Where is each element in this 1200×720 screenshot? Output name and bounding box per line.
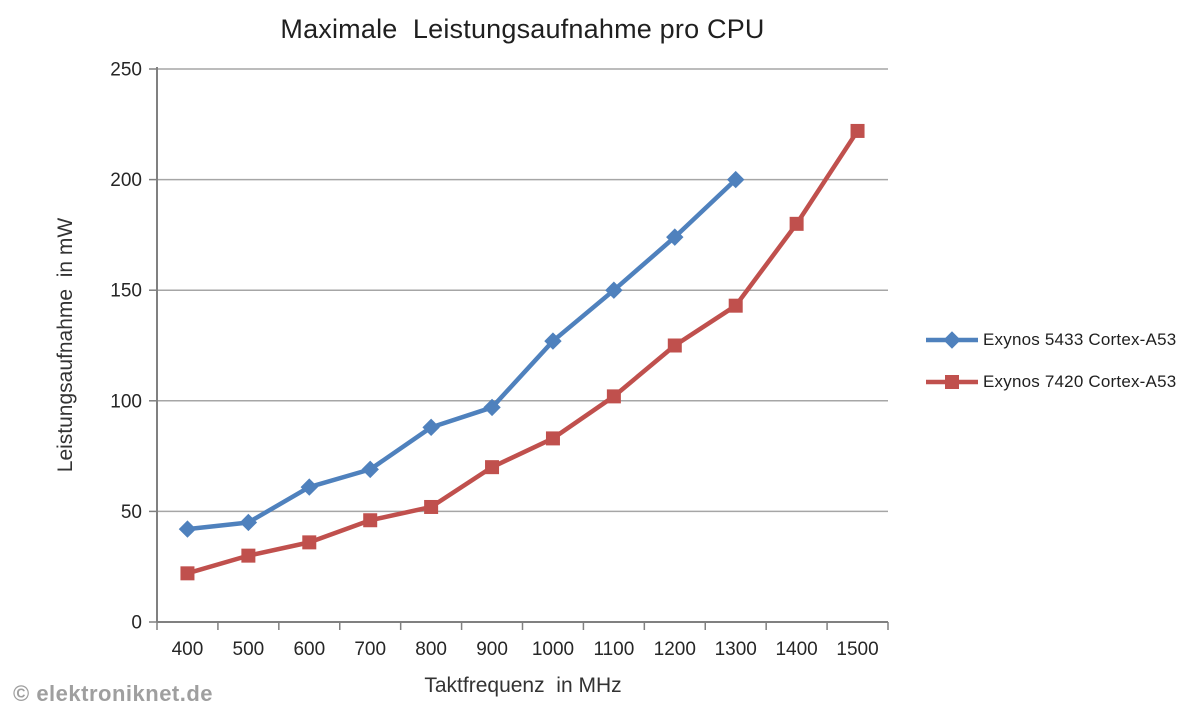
legend-marker-exynos-5433 [926,331,978,349]
x-tick-label-1400: 1400 [775,639,817,660]
series-1-marker-400 [180,566,195,581]
legend-marker-shape [945,375,959,389]
series-line-1 [185,128,860,576]
legend-marker-shape [943,331,961,349]
series-1-marker-500 [241,548,256,563]
x-tick-label-600: 600 [293,639,325,660]
series-1-marker-1200 [667,338,682,353]
legend-item-exynos-5433: Exynos 5433 Cortex-A53 [926,330,1176,350]
series-1-marker-1100 [606,389,621,404]
y-tick-label-200: 200 [110,170,142,191]
series-0-marker-900 [483,398,501,417]
x-tick-label-1100: 1100 [593,639,634,660]
x-tick-label-500: 500 [233,639,265,660]
legend-marker-exynos-7420 [926,375,978,389]
y-tick-label-50: 50 [121,502,142,523]
watermark: © elektroniknet.de [13,681,213,707]
series-1-marker-1300 [728,298,743,313]
series-0-marker-1100 [605,281,623,299]
series-1-marker-900 [485,460,500,475]
x-tick-label-1500: 1500 [836,639,878,660]
series-1-marker-1400 [789,216,804,231]
x-tick-label-1300: 1300 [715,639,757,660]
series-1-marker-700 [363,513,378,528]
chart-title: Maximale Leistungsaufnahme pro CPU [280,14,765,44]
series-0-marker-1300 [727,170,745,189]
y-tick-label-250: 250 [110,60,142,81]
x-axis-title: Taktfrequenz in MHz [424,674,622,697]
series-1-marker-1000 [545,431,560,446]
x-tick-label-900: 900 [476,639,508,660]
x-tick-label-400: 400 [172,639,204,660]
legend-label-exynos-5433: Exynos 5433 Cortex-A53 [983,330,1177,349]
series-1-marker-800 [424,499,439,514]
x-tick-label-1000: 1000 [532,639,574,660]
y-tick-label-150: 150 [110,281,142,302]
series-0-marker-600 [300,478,318,496]
legend-item-exynos-7420: Exynos 7420 Cortex-A53 [926,372,1176,392]
x-tick-label-700: 700 [354,639,386,660]
series-1-marker-1500 [850,123,865,138]
series-0-marker-700 [361,460,379,479]
series-1-marker-600 [302,535,317,550]
x-tick-label-1200: 1200 [654,639,696,660]
legend-label-exynos-7420: Exynos 7420 Cortex-A53 [983,372,1177,391]
series-line-0 [185,177,738,532]
series-0-marker-400 [178,520,197,538]
watermark-text: © elektroniknet.de [13,681,214,706]
series-0-marker-500 [239,513,258,532]
series-0-marker-1200 [666,228,684,246]
x-tick-label-800: 800 [415,639,447,660]
legend: Exynos 5433 Cortex-A53 Exynos 7420 Corte… [926,330,1176,392]
y-tick-label-0: 0 [131,613,142,634]
y-axis-title: Leistungsaufnahme in mW [54,217,77,473]
y-tick-label-100: 100 [110,391,142,412]
series-0-marker-1000 [544,332,562,350]
series-0-marker-800 [422,418,440,437]
